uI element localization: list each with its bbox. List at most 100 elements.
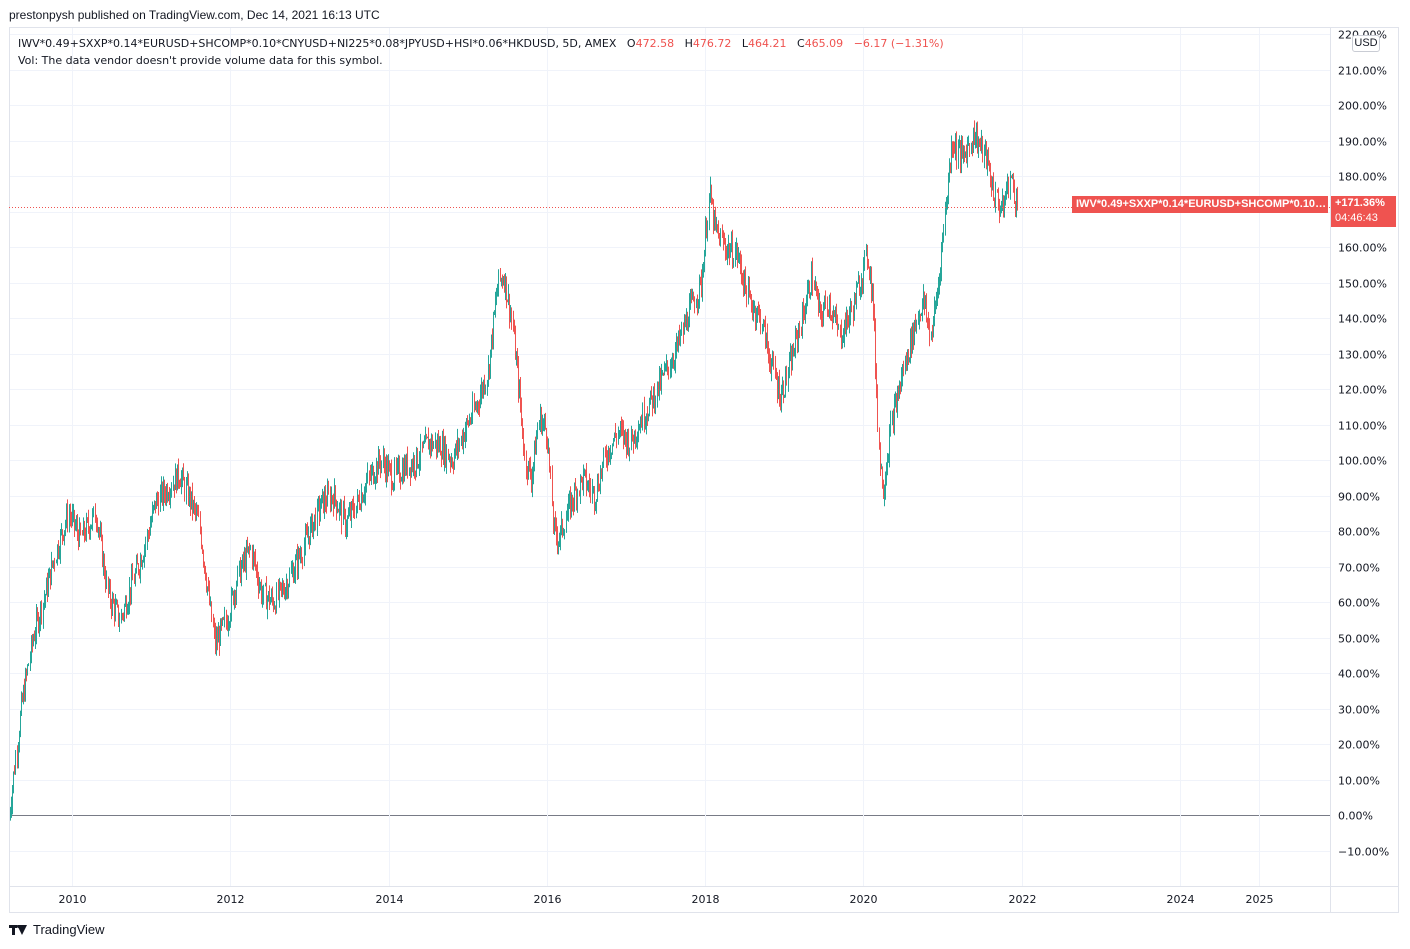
candle-body — [965, 152, 966, 154]
candle-body — [508, 294, 509, 302]
candle — [58, 540, 59, 560]
candle-body — [552, 474, 553, 506]
x-tick-label: 2022 — [1009, 893, 1037, 906]
candle-body — [779, 379, 780, 404]
candle — [145, 536, 146, 558]
candle-body — [123, 615, 124, 617]
candle — [607, 450, 608, 472]
candle — [317, 498, 318, 536]
candle — [611, 452, 612, 460]
candle-body — [588, 482, 589, 488]
candle-body — [754, 307, 755, 310]
candle — [928, 311, 929, 330]
candle-body — [84, 522, 85, 536]
candle — [438, 430, 439, 453]
chart-pane[interactable]: −10.00% 0.00% 10.00% 20.00% 30.00% 40.00% 50.0… — [9, 27, 1399, 913]
candle — [999, 198, 1000, 224]
candle — [641, 414, 642, 428]
price-chart[interactable]: −10.00%0.00%10.00%20.00%30.00%40.00%50.0… — [9, 27, 1399, 913]
candle — [909, 357, 910, 363]
x-tick-label: 2020 — [850, 893, 878, 906]
candle — [198, 504, 199, 518]
candle-body — [165, 494, 166, 500]
candle — [497, 283, 498, 297]
currency-unit-button[interactable]: USD — [1352, 35, 1380, 52]
candle-body — [766, 333, 767, 347]
candle-body — [292, 569, 293, 571]
candle — [130, 587, 131, 606]
candle — [57, 544, 58, 566]
candle — [265, 582, 266, 587]
candle — [667, 360, 668, 376]
candle — [882, 466, 883, 489]
candle — [402, 457, 403, 485]
candle-body — [715, 213, 716, 225]
candle-body — [139, 571, 140, 574]
candle — [579, 490, 580, 497]
candle-body — [137, 560, 138, 565]
candle-body — [841, 328, 842, 344]
candle-body — [168, 497, 169, 499]
candle-body — [379, 453, 380, 463]
candle-body — [799, 329, 800, 331]
candle — [886, 462, 887, 486]
candle — [703, 261, 704, 278]
candle-body — [455, 444, 456, 455]
candle — [354, 503, 355, 519]
candle — [729, 242, 730, 266]
candle — [105, 566, 106, 593]
candle — [608, 445, 609, 466]
candle — [918, 310, 919, 325]
candle-body — [935, 302, 936, 307]
candle-body — [76, 523, 77, 527]
candle — [75, 519, 76, 531]
candle — [776, 367, 777, 381]
candle-body — [887, 459, 888, 472]
footer-branding[interactable]: TradingView — [9, 922, 105, 937]
candle-body — [812, 267, 813, 287]
candle — [794, 347, 795, 357]
candle-body — [866, 248, 867, 253]
candle-body — [440, 440, 441, 456]
candle — [541, 406, 542, 435]
candle-body — [924, 293, 925, 308]
candle — [927, 317, 928, 329]
candle — [93, 506, 94, 518]
candle-body — [470, 419, 471, 422]
candle — [838, 323, 839, 330]
candle — [751, 294, 752, 313]
candle-body — [634, 431, 635, 444]
candle — [240, 557, 241, 583]
candle — [261, 579, 262, 605]
candle-body — [103, 557, 104, 566]
candle — [249, 542, 250, 558]
candle-body — [136, 560, 137, 573]
candle-body — [20, 713, 21, 736]
candle — [247, 536, 248, 553]
candle — [701, 269, 702, 298]
candle-body — [236, 584, 237, 598]
candle-body — [200, 515, 201, 531]
candle-body — [915, 322, 916, 328]
candle — [227, 614, 228, 632]
candle — [768, 341, 769, 364]
candle — [348, 507, 349, 519]
candle-body — [425, 435, 426, 443]
candle — [400, 472, 401, 490]
chart-border — [9, 27, 1399, 913]
candle-body — [26, 672, 27, 674]
candle-body — [613, 440, 614, 444]
candle-body — [390, 464, 391, 469]
candle — [218, 622, 219, 643]
candle-body — [946, 206, 947, 213]
candle-body — [918, 321, 919, 323]
candle-body — [72, 513, 73, 521]
candle — [753, 299, 754, 322]
candle-body — [511, 313, 512, 320]
candle-body — [83, 522, 84, 536]
candle — [906, 352, 907, 372]
candle — [771, 358, 772, 382]
candle — [248, 546, 249, 555]
candle — [314, 514, 315, 532]
symbol-label[interactable]: IWV*0.49+SXXP*0.14*EURUSD+SHCOMP*0.10*CN… — [18, 37, 617, 50]
